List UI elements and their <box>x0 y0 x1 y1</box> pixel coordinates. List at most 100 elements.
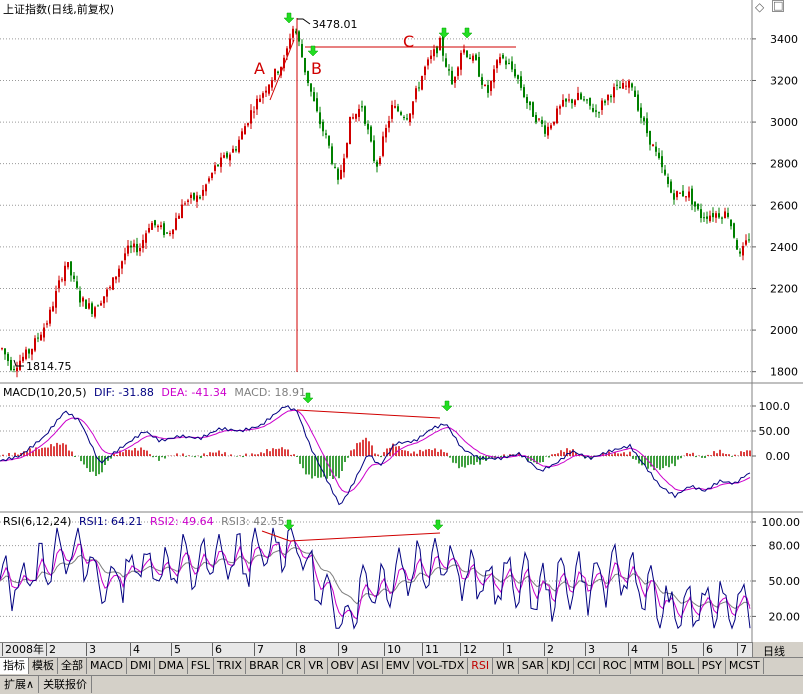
diamond-icon[interactable]: ◇ <box>755 0 765 14</box>
price-tick-label-2: 3000 <box>770 116 798 129</box>
tab-1[interactable]: 模板 <box>29 658 58 674</box>
tab-23[interactable]: PSY <box>699 658 726 674</box>
candle-body <box>397 106 399 112</box>
tab-3[interactable]: MACD <box>87 658 127 674</box>
time-axis <box>0 642 752 658</box>
time-label-16: 5 <box>668 643 678 656</box>
macd-histogram <box>2 437 751 479</box>
candle-body <box>628 80 630 88</box>
candle-body <box>460 52 462 70</box>
candle-body <box>106 289 108 297</box>
candle-body <box>70 261 72 276</box>
macd-tick-label-2: 0.00 <box>766 450 791 463</box>
candle-body <box>268 84 270 94</box>
tab-4[interactable]: DMI <box>127 658 156 674</box>
candle-body <box>385 128 387 138</box>
candle-body <box>313 92 315 102</box>
candle-body <box>565 98 567 102</box>
tab-13[interactable]: EMV <box>383 658 414 674</box>
bottom-tab-1[interactable]: 关联报价 <box>39 676 93 693</box>
candle-body <box>520 76 522 88</box>
time-label-18: 7 <box>737 643 747 656</box>
candle-body <box>550 125 552 129</box>
tab-0[interactable]: 指标 <box>0 658 29 674</box>
candle-body <box>562 99 564 107</box>
candle-body <box>7 353 9 361</box>
candle-body <box>457 67 459 76</box>
annotation-c: C <box>403 32 414 51</box>
trend-line-a <box>269 39 295 101</box>
window-box-icon[interactable]: □ <box>772 0 784 12</box>
candle-body <box>613 86 615 98</box>
candle-body <box>490 80 492 92</box>
tab-16[interactable]: WR <box>493 658 519 674</box>
tab-15[interactable]: RSI <box>468 658 494 674</box>
tab-17[interactable]: SAR <box>519 658 549 674</box>
candle-body <box>346 142 348 158</box>
rsi-2: RSI2: 49.64 <box>150 515 214 528</box>
tab-19[interactable]: CCI <box>574 658 600 674</box>
time-label-13: 2 <box>544 643 554 656</box>
tab-20[interactable]: ROC <box>600 658 631 674</box>
candle-body <box>286 48 288 56</box>
tab-24[interactable]: MCST <box>726 658 764 674</box>
tab-6[interactable]: FSL <box>188 658 214 674</box>
candle-body <box>121 261 123 269</box>
time-label-9: 10 <box>384 643 401 656</box>
candle-body <box>712 213 714 218</box>
rsi2-line <box>0 539 751 620</box>
bottom-tabbar: 扩展∧ 关联报价 <box>0 675 803 694</box>
candle-body <box>472 55 474 61</box>
tab-2[interactable]: 全部 <box>58 658 87 674</box>
tab-18[interactable]: KDJ <box>548 658 574 674</box>
candle-body <box>367 123 369 130</box>
time-label-15: 4 <box>628 643 638 656</box>
tab-11[interactable]: OBV <box>328 658 358 674</box>
candle-body <box>199 196 201 199</box>
candle-body <box>37 337 39 339</box>
candle-body <box>631 83 633 88</box>
period-label[interactable]: 日线 <box>763 645 785 658</box>
time-label-8: 9 <box>338 643 348 656</box>
down-arrow-icon <box>438 27 450 39</box>
candle-body <box>292 28 294 38</box>
tab-10[interactable]: VR <box>305 658 328 674</box>
candle-body <box>727 212 729 217</box>
candle-body <box>214 165 216 171</box>
tab-12[interactable]: ASI <box>358 658 383 674</box>
time-label-0: 2008年 <box>2 643 44 656</box>
tab-22[interactable]: BOLL <box>663 658 699 674</box>
down-arrow-icon <box>283 519 295 531</box>
candle-body <box>49 309 51 324</box>
tab-5[interactable]: DMA <box>155 658 188 674</box>
candle-body <box>130 245 132 248</box>
rsi-tick-label-1: 80.00 <box>769 540 801 553</box>
tab-8[interactable]: BRAR <box>246 658 284 674</box>
down-arrow-icon <box>441 400 453 412</box>
candle-body <box>463 49 465 53</box>
candle-body <box>529 101 531 106</box>
candle-body <box>340 169 342 179</box>
high-leader <box>297 18 311 25</box>
annotation-a: A <box>254 59 265 78</box>
candle-body <box>709 215 711 222</box>
candle-body <box>478 57 480 77</box>
tab-7[interactable]: TRIX <box>214 658 247 674</box>
candle-body <box>217 164 219 167</box>
candle-body <box>583 99 585 101</box>
candle-body <box>469 57 471 60</box>
tab-14[interactable]: VOL-TDX <box>414 658 469 674</box>
candle-body <box>289 38 291 49</box>
candle-body <box>547 126 549 136</box>
tab-9[interactable]: CR <box>283 658 306 674</box>
low-leader <box>13 359 24 367</box>
candle-body <box>436 46 438 54</box>
candle-body <box>61 279 63 281</box>
bottom-tab-0[interactable]: 扩展∧ <box>0 676 40 693</box>
candle-body <box>700 209 702 219</box>
candle-body <box>667 176 669 184</box>
candle-body <box>526 97 528 103</box>
candle-body <box>682 190 684 197</box>
tab-21[interactable]: MTM <box>631 658 664 674</box>
candle-body <box>598 112 600 114</box>
